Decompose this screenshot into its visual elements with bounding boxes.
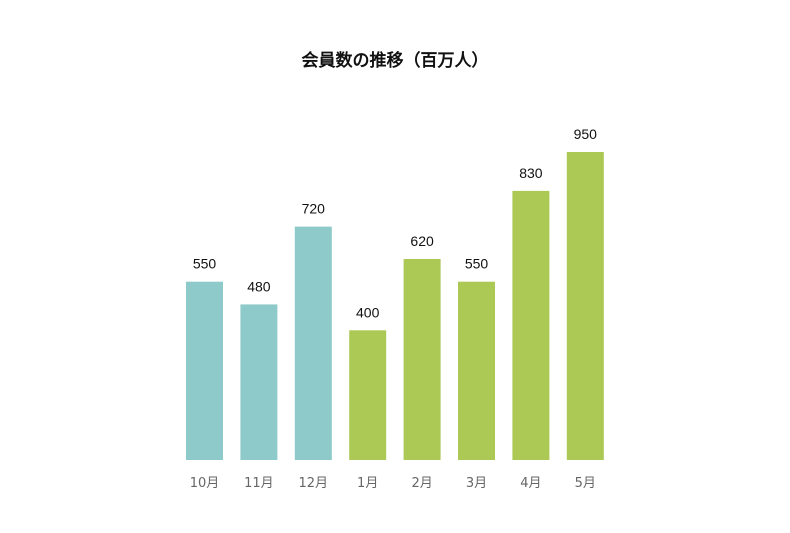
bars-layer: [186, 152, 604, 460]
x-tick-label: 10月: [190, 476, 220, 491]
value-labels-layer: 550 480 720 400 620 550 830 950: [193, 126, 597, 320]
x-tick-label: 2月: [411, 476, 432, 491]
x-tick-label: 4月: [520, 476, 541, 491]
value-label: 550: [193, 256, 217, 272]
chart-title: 会員数の推移（百万人）: [301, 51, 489, 71]
x-tick-label: 12月: [299, 476, 329, 491]
value-label: 400: [356, 304, 380, 320]
x-tick-label: 5月: [575, 476, 596, 491]
bar-11月: [240, 304, 278, 460]
value-label: 950: [574, 126, 598, 142]
x-tick-label: 11月: [244, 476, 274, 491]
bar-4月: [512, 190, 550, 460]
bar-2月: [403, 259, 441, 460]
value-label: 720: [302, 201, 326, 217]
value-label: 830: [519, 165, 543, 181]
x-tick-label: 3月: [466, 476, 487, 491]
bar-3月: [458, 281, 495, 460]
x-tick-labels-layer: 10月 11月 12月 1月 2月 3月 4月 5月: [190, 476, 596, 491]
bar-5月: [566, 152, 604, 460]
value-label: 480: [247, 278, 271, 294]
bar-10月: [186, 281, 223, 460]
bar-12月: [294, 226, 332, 460]
x-tick-label: 1月: [357, 476, 378, 491]
bar-1月: [349, 330, 387, 460]
value-label: 550: [465, 256, 489, 272]
value-label: 620: [410, 233, 434, 249]
